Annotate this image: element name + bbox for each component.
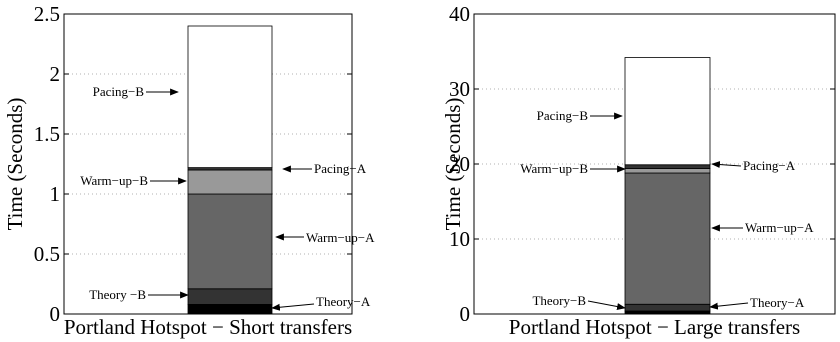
y-tick-label: 1.5 [34,122,60,146]
annotation-arrow [587,300,626,310]
y-tick-label: 2 [50,62,61,86]
bar-segment [624,164,711,169]
y-axis-label: Time (Seconds) [3,98,27,231]
y-tick-label: 10 [449,227,470,251]
y-tick-label: 40 [449,2,470,26]
bar-segment [624,168,711,174]
y-tick-label: 0.5 [34,242,60,266]
segment-annotation: Pacing−B [93,84,145,99]
y-axis-label: Time (Seconds) [441,98,465,231]
segment-annotation: Pacing−B [537,108,589,123]
panel-2: 0 10 20 30 40 Time (Seconds) Portland Hotspot … [441,2,836,339]
x-axis-label: Portland Hotspot − Large transfers [509,315,800,339]
segment-annotation: Pacing−A [743,158,796,173]
y-tick-label: 1 [50,182,61,206]
segment-annotation: Theory −B [89,287,146,302]
segment-annotation: Theory−B [532,293,586,308]
y-tick-label: 2.5 [34,2,60,26]
segment-annotation: Theory−A [316,294,371,309]
y-tick-label: 0 [460,302,471,326]
annotation-arrow [709,302,749,310]
y-tick-label: 20 [449,152,470,176]
y-tick-label: 30 [449,77,470,101]
segment-annotation: Warm−up−B [80,173,148,188]
segment-annotation: Warm−up−A [745,220,814,235]
bar-segment [624,57,711,166]
segment-annotation: Warm−up−B [520,161,588,176]
plot-frame [63,13,353,315]
segment-annotation: Theory−A [750,295,805,310]
bar-segment [187,25,273,169]
bar-segment [187,169,273,195]
bar-segment [187,288,273,305]
y-tick-label: 0 [50,302,61,326]
bar-segment [187,303,273,315]
panel-1: 0 0.5 1 1.5 2 2.5 Time (Seconds) Portland Hotsp… [3,2,375,339]
annotation-arrow [271,303,315,311]
bar-segment [624,303,711,312]
bar-segment [187,193,273,290]
segment-annotation: Pacing−A [314,161,367,176]
annotation-arrow [711,161,742,169]
bar-segment [624,172,711,305]
x-axis-label: Portland Hotspot − Short transfers [64,315,352,339]
segment-annotation: Warm−up−A [306,230,375,245]
